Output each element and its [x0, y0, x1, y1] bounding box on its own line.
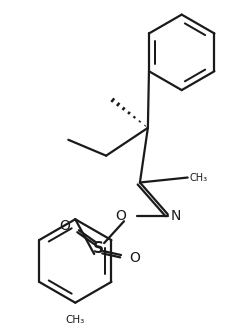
- Text: N: N: [170, 209, 180, 223]
- Text: CH₃: CH₃: [189, 173, 207, 182]
- Text: O: O: [59, 219, 70, 233]
- Text: O: O: [115, 209, 126, 223]
- Text: O: O: [128, 251, 139, 265]
- Text: CH₃: CH₃: [66, 315, 84, 325]
- Text: S: S: [92, 240, 103, 256]
